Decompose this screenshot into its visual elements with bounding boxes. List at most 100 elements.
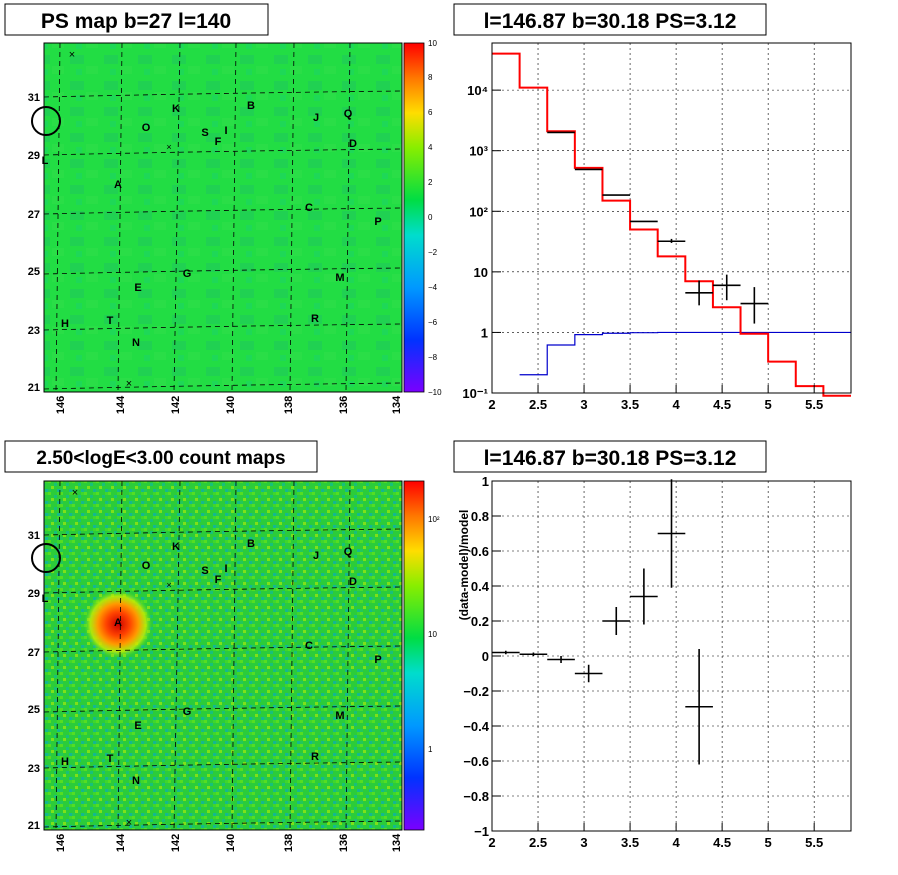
source-label: C	[305, 202, 313, 214]
ps-map-cross-marker: ×	[69, 49, 75, 61]
x-tick-label: 4	[672, 835, 680, 850]
source-label: N	[132, 775, 140, 787]
y-tick-label: 23	[28, 763, 40, 775]
colorbar-tick: 1	[428, 745, 433, 754]
y-tick-label: 0.2	[471, 614, 489, 629]
source-label: Q	[344, 108, 353, 120]
source-label: D	[349, 576, 357, 588]
x-tick-label: 5.5	[805, 835, 823, 850]
colorbar-tick: −6	[428, 318, 438, 327]
spectrum-title: l=146.87 b=30.18 PS=3.12	[484, 10, 737, 33]
x-tick-label: 4	[672, 397, 680, 412]
y-tick-label: 10³	[469, 144, 488, 159]
y-tick-label: 10²	[469, 204, 488, 219]
residual-panel: l=146.87 b=30.18 PS=3.12 2 2.5 3 3.5 4 4.5 5 5.…	[453, 440, 852, 850]
count-map-y-axis: 31 29 27 25 23 21	[28, 530, 40, 832]
count-map-hotspot	[84, 590, 152, 658]
ps-map-source-labels: K B O S IF J Q D A C P G M E R H T N L	[42, 100, 382, 349]
source-label: P	[374, 654, 381, 666]
source-label: D	[349, 138, 357, 150]
colorbar-tick: −10	[428, 388, 442, 397]
colorbar-tick: 8	[428, 73, 433, 82]
count-map-image	[44, 481, 402, 830]
ps-map-colorbar-ticks: 10 8 6 4 2 0 −2 −4 −6 −8 −10	[428, 39, 442, 397]
count-map-cross-marker: ×	[166, 580, 171, 590]
source-label: F	[215, 136, 222, 148]
colorbar-tick: 6	[428, 108, 433, 117]
x-tick-label: 2.5	[529, 397, 547, 412]
colorbar-tick: 4	[428, 143, 433, 152]
count-map-colorbar	[403, 480, 425, 831]
colorbar-tick: 10	[428, 39, 437, 48]
y-tick-label: 21	[28, 382, 40, 394]
x-tick-label: 140	[225, 396, 237, 414]
y-tick-label: −0.8	[463, 789, 489, 804]
residual-axes: 2 2.5 3 3.5 4 4.5 5 5.5 1 0.8 0.6 0.4 0.2 0 −0.2 −0.4 −0…	[463, 474, 823, 850]
source-label: I	[224, 125, 227, 137]
ps-map-y-axis: 31 29 27 25 23 21	[28, 92, 40, 394]
source-label: R	[311, 751, 319, 763]
count-map-x-axis: 146 144 142 140 138 136 134	[55, 833, 403, 852]
x-tick-label: 2	[488, 397, 495, 412]
x-tick-label: 5	[765, 397, 772, 412]
y-tick-label: 23	[28, 325, 40, 337]
x-tick-label: 2	[488, 835, 495, 850]
x-tick-label: 3.5	[621, 397, 639, 412]
y-tick-label: 0.8	[471, 509, 489, 524]
x-tick-label: 138	[283, 834, 295, 852]
source-label: N	[132, 337, 140, 349]
y-tick-label: 29	[28, 150, 40, 162]
colorbar-tick: −4	[428, 283, 438, 292]
residual-title: l=146.87 b=30.18 PS=3.12	[484, 447, 737, 470]
source-label: F	[215, 574, 222, 586]
source-label: A	[114, 179, 122, 191]
x-tick-label: 2.5	[529, 835, 547, 850]
source-label: R	[311, 313, 319, 325]
source-label: E	[134, 282, 141, 294]
colorbar-tick: −2	[428, 248, 438, 257]
x-tick-label: 3	[580, 835, 587, 850]
y-tick-label: 25	[28, 704, 40, 716]
source-label: H	[61, 318, 69, 330]
background-model-line	[519, 331, 851, 376]
source-label: K	[172, 103, 180, 115]
source-label: A	[114, 617, 122, 629]
x-tick-label: 5.5	[805, 397, 823, 412]
count-map-graticule	[43, 480, 403, 831]
colorbar-tick: 10	[428, 630, 437, 639]
spectrum-frame	[491, 42, 852, 394]
x-tick-label: 136	[338, 396, 350, 414]
source-label: G	[183, 706, 192, 718]
y-tick-label: 21	[28, 820, 40, 832]
colorbar-tick: 0	[428, 213, 433, 222]
source-label: M	[335, 710, 344, 722]
y-tick-label: 0	[482, 649, 489, 664]
x-tick-label: 134	[391, 395, 403, 414]
ps-map-image	[44, 43, 402, 392]
y-tick-label: −1	[474, 824, 489, 839]
colorbar-tick: −8	[428, 353, 438, 362]
x-tick-label: 142	[170, 834, 182, 852]
x-tick-label: 5	[765, 835, 772, 850]
x-tick-label: 4.5	[713, 397, 731, 412]
ps-map-cross-marker: ×	[126, 378, 132, 390]
y-tick-label: 1	[481, 325, 488, 340]
y-tick-label: 27	[28, 647, 40, 659]
y-tick-label: −0.4	[463, 719, 489, 734]
x-tick-label: 4.5	[713, 835, 731, 850]
count-map-cross-marker: ×	[72, 487, 78, 499]
x-tick-label: 3	[580, 397, 587, 412]
source-label: P	[374, 216, 381, 228]
source-label: L	[42, 593, 49, 605]
y-tick-label: −0.2	[463, 684, 489, 699]
source-label: T	[107, 753, 114, 765]
x-tick-label: 138	[283, 396, 295, 414]
source-label: S	[201, 565, 208, 577]
x-tick-label: 134	[391, 833, 403, 852]
source-label: C	[305, 640, 313, 652]
count-map-colorbar-ticks: 10² 10 1	[428, 515, 440, 754]
source-label: I	[224, 563, 227, 575]
y-tick-label: 0.6	[471, 544, 489, 559]
source-label: H	[61, 756, 69, 768]
y-tick-label: 29	[28, 588, 40, 600]
